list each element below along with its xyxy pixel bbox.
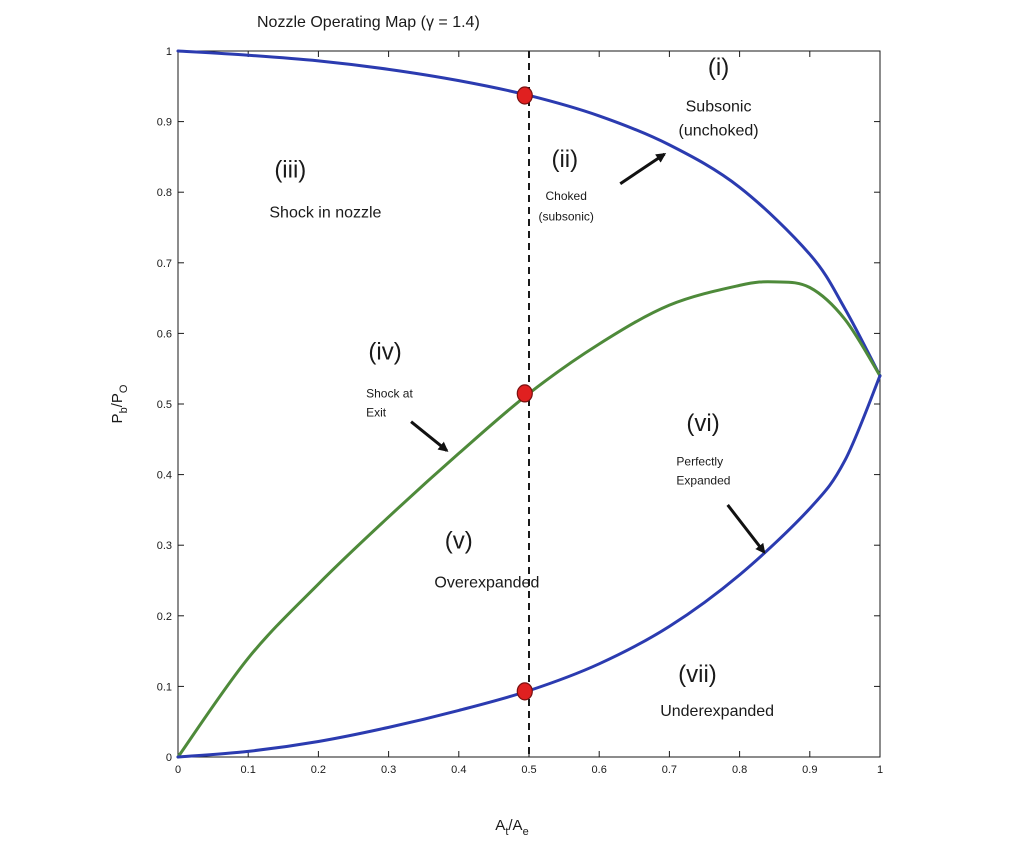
annotation-line: Overexpanded — [434, 575, 539, 592]
x-axis-label: At/Ae — [495, 817, 528, 838]
y-tick-label: 0.3 — [157, 540, 172, 552]
middle-boundary-curve — [176, 280, 882, 759]
lower-boundary-curve — [176, 374, 882, 759]
red-marker-point — [516, 682, 533, 701]
x-tick-label: 0.5 — [521, 764, 536, 776]
region-annotation: (ii) — [551, 146, 578, 173]
annotation-line: Subsonic — [686, 99, 752, 116]
y-tick-label: 0.5 — [157, 399, 172, 411]
marker-points — [516, 86, 533, 701]
x-tick-label: 0.8 — [732, 764, 747, 776]
annotation-arrow — [726, 504, 766, 554]
y-axis-label-main: P — [109, 413, 126, 423]
region-annotation: (iii) — [274, 156, 306, 183]
region-annotation: Choked (subsonic) — [539, 189, 594, 223]
region-annotation: (v) — [445, 528, 473, 555]
annotation-arrow — [619, 152, 667, 185]
annotation-line: (vii) — [678, 661, 717, 688]
y-axis-label-sub-1: b — [118, 407, 130, 413]
region-annotation: (iv) — [368, 339, 401, 366]
x-tick-label: 0.6 — [592, 764, 607, 776]
x-tick-label: 0.4 — [451, 764, 466, 776]
annotation-line: Choked — [546, 189, 587, 203]
x-tick-label: 0.9 — [802, 764, 817, 776]
x-axis-label-sub-1: t — [505, 826, 508, 838]
x-tick-label: 0.1 — [241, 764, 256, 776]
annotation-line: Expanded — [676, 473, 730, 487]
x-tick-label: 0.3 — [381, 764, 396, 776]
annotation-line: Shock at — [366, 387, 413, 401]
annotation-line: (vi) — [686, 410, 719, 437]
x-axis-label-main: A — [495, 817, 505, 834]
region-annotation: Shock in nozzle — [269, 205, 381, 222]
red-marker-point — [516, 384, 533, 403]
y-tick-label: 0.6 — [157, 328, 172, 340]
region-annotation: Underexpanded — [660, 703, 774, 720]
annotation-line: (iv) — [368, 339, 401, 366]
annotation-line: Underexpanded — [660, 703, 774, 720]
upper-boundary-curve — [176, 49, 882, 378]
annotation-line: (unchoked) — [679, 123, 759, 140]
y-tick-label: 0.9 — [157, 117, 172, 129]
annotation-line: (i) — [708, 54, 729, 81]
axis-ticks: 0 0.1 0.2 0.3 0.4 0.5 0.6 0.7 0.8 0.9 1 0 0.1 0.2 0.3 0… — [157, 46, 883, 776]
y-axis-label-separator: /P — [109, 393, 126, 407]
region-annotation: Subsonic (unchoked) — [679, 99, 759, 140]
annotation-line: (v) — [445, 528, 473, 555]
region-annotation: Perfectly Expanded — [676, 454, 730, 487]
annotation-line: (iii) — [274, 156, 306, 183]
annotation-line: Shock in nozzle — [269, 205, 381, 222]
y-tick-label: 0 — [166, 752, 172, 764]
x-tick-label: 0.7 — [662, 764, 677, 776]
region-annotation: (i) — [708, 54, 729, 81]
x-axis-label-separator: /A — [508, 817, 522, 834]
x-tick-label: 0 — [175, 764, 181, 776]
region-annotation: (vii) — [678, 661, 717, 688]
chart-title: Nozzle Operating Map (γ = 1.4) — [257, 14, 480, 31]
region-annotations: (i) Subsonic (unchoked) (ii) Choked (subsonic… — [269, 54, 774, 720]
region-annotation: (vi) — [686, 410, 719, 437]
annotation-arrows — [410, 152, 766, 554]
region-annotation: Overexpanded — [434, 575, 539, 592]
annotation-line: (ii) — [551, 146, 578, 173]
y-tick-label: 0.7 — [157, 258, 172, 270]
x-axis-label-sub-2: e — [523, 826, 529, 838]
region-annotation: Shock at Exit — [366, 387, 413, 420]
y-tick-label: 0.8 — [157, 187, 172, 199]
x-tick-label: 1 — [877, 764, 883, 776]
x-tick-label: 0.2 — [311, 764, 326, 776]
curves — [176, 49, 882, 759]
y-tick-label: 0.2 — [157, 611, 172, 623]
y-axis-label: Pb/PO — [109, 384, 130, 423]
annotation-line: Exit — [366, 406, 387, 420]
y-axis-label-sub-2: O — [118, 384, 130, 393]
red-marker-point — [516, 86, 533, 105]
annotation-line: Perfectly — [676, 454, 723, 468]
y-tick-label: 0.4 — [157, 470, 172, 482]
y-tick-label: 1 — [166, 46, 172, 58]
y-tick-label: 0.1 — [157, 681, 172, 693]
annotation-line: (subsonic) — [539, 209, 594, 223]
annotation-arrow — [410, 420, 449, 452]
